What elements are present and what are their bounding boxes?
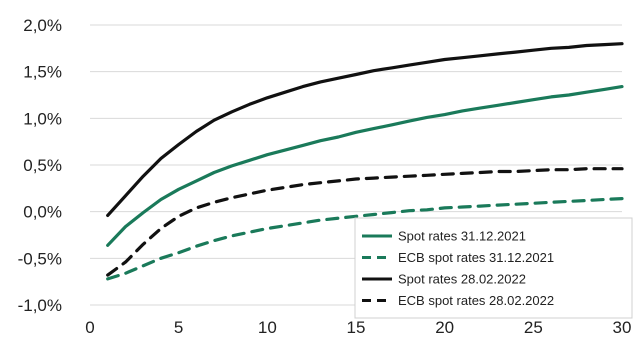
- x-axis-ticks: 0 5 10 15 20 25 30: [85, 318, 631, 337]
- x-tick-label: 25: [524, 318, 543, 337]
- y-tick-label: 1,0%: [23, 109, 62, 128]
- legend-label: Spot rates 28.02.2022: [398, 272, 526, 287]
- y-tick-label: -0,5%: [18, 249, 62, 268]
- legend-label: ECB spot rates 28.02.2022: [398, 293, 554, 308]
- legend: Spot rates 31.12.2021 ECB spot rates 31.1…: [354, 217, 633, 319]
- x-tick-label: 10: [258, 318, 277, 337]
- legend-box: [354, 217, 633, 319]
- legend-label: Spot rates 31.12.2021: [398, 229, 526, 244]
- y-tick-label: -1,0%: [18, 296, 62, 315]
- y-axis-ticks: -1,0% -0,5% 0,0% 0,5% 1,0% 1,5% 2,0%: [18, 16, 62, 315]
- series-line-2: [106, 197, 624, 281]
- y-tick-label: 2,0%: [23, 16, 62, 35]
- series-line-3: [106, 42, 624, 217]
- x-tick-label: 20: [435, 318, 454, 337]
- x-tick-label: 5: [174, 318, 183, 337]
- series-line-1: [106, 84, 624, 247]
- y-tick-label: 1,5%: [23, 63, 62, 82]
- series-line-4: [106, 167, 624, 277]
- x-tick-label: 15: [347, 318, 366, 337]
- x-tick-label: 0: [85, 318, 94, 337]
- series-lines: [106, 42, 624, 281]
- y-tick-label: 0,5%: [23, 156, 62, 175]
- legend-label: ECB spot rates 31.12.2021: [398, 250, 554, 265]
- x-tick-label: 30: [613, 318, 632, 337]
- grid-lines: [90, 24, 622, 306]
- y-tick-label: 0,0%: [23, 203, 62, 222]
